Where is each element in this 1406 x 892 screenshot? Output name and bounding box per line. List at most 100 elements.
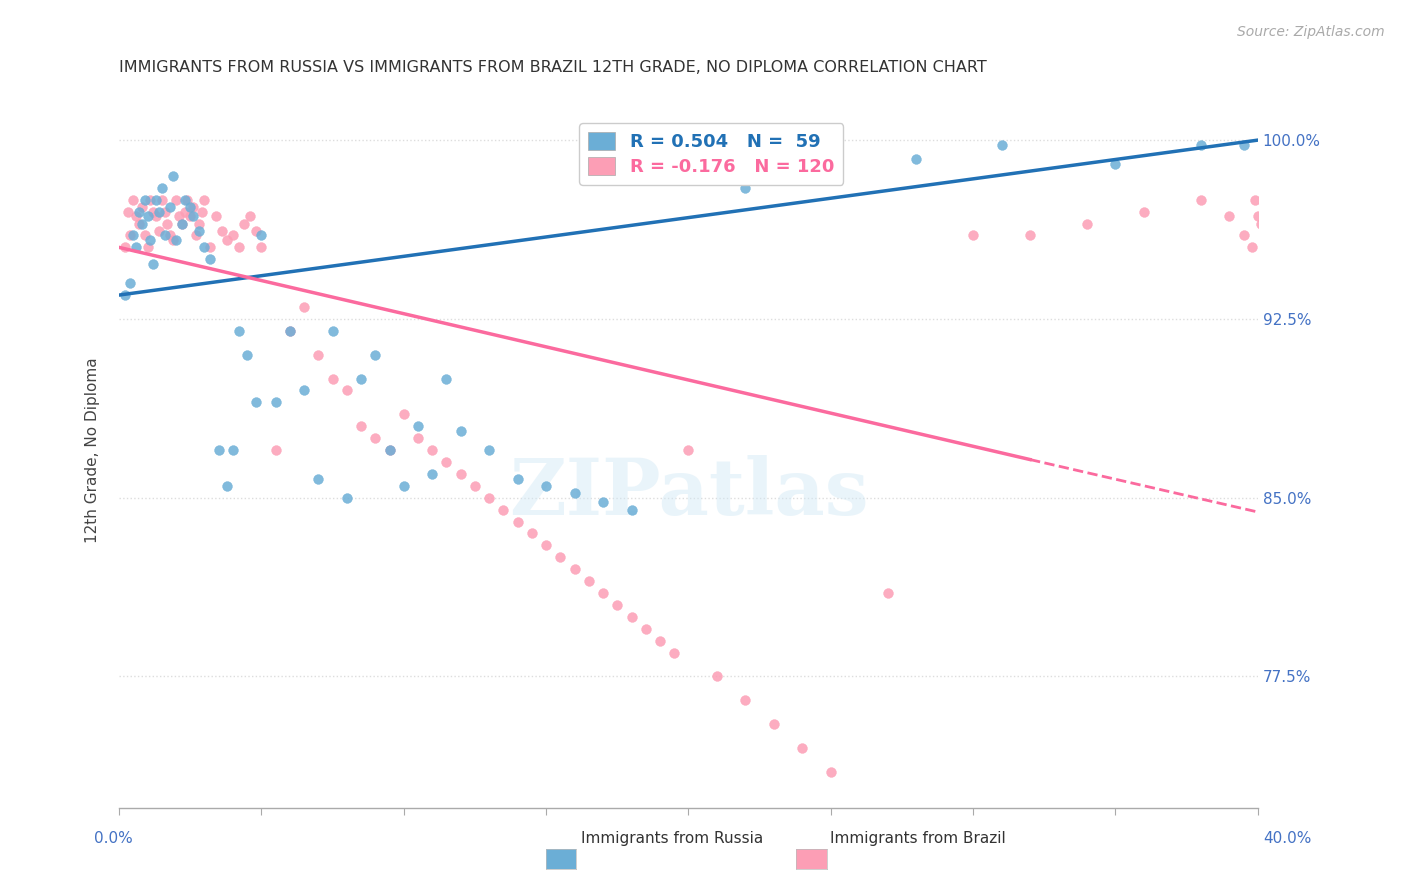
Point [148, 204, 170, 219]
Point [176, 193, 198, 207]
Point [762, 717, 785, 731]
Point [1253, 204, 1275, 219]
Point [1275, 210, 1298, 224]
Point [184, 228, 207, 243]
Point [378, 443, 401, 458]
Point [1278, 228, 1301, 243]
Point [239, 210, 262, 224]
Text: Immigrants from Brazil: Immigrants from Brazil [830, 830, 1005, 846]
Point [1303, 233, 1326, 247]
Point [464, 479, 486, 493]
Point [264, 443, 287, 458]
Point [606, 598, 628, 612]
Point [1267, 204, 1289, 219]
Point [1298, 224, 1320, 238]
Point [222, 228, 245, 243]
Point [250, 240, 273, 254]
Point [117, 204, 139, 219]
Point [1264, 233, 1286, 247]
Point [1329, 233, 1351, 247]
Point [167, 210, 190, 224]
Point [1286, 210, 1309, 224]
Point [420, 467, 443, 481]
Point [181, 210, 204, 224]
Text: Source: ZipAtlas.com: Source: ZipAtlas.com [1237, 25, 1385, 39]
Point [620, 610, 643, 624]
Point [120, 276, 142, 290]
Point [198, 240, 221, 254]
Point [322, 371, 344, 385]
Point [436, 455, 458, 469]
Point [187, 217, 209, 231]
Point [153, 204, 176, 219]
Point [1104, 157, 1126, 171]
Point [1295, 228, 1317, 243]
Text: ZIPatlas: ZIPatlas [509, 455, 869, 531]
Point [181, 200, 204, 214]
Point [173, 204, 195, 219]
Text: 0.0%: 0.0% [94, 830, 134, 846]
Point [173, 193, 195, 207]
Point [734, 181, 756, 195]
Point [122, 193, 145, 207]
Point [228, 240, 250, 254]
Point [120, 228, 142, 243]
Point [193, 240, 215, 254]
Point [506, 472, 529, 486]
Point [134, 228, 156, 243]
Point [1306, 210, 1329, 224]
Point [1218, 210, 1240, 224]
Point [292, 300, 315, 314]
Text: Immigrants from Russia: Immigrants from Russia [581, 830, 763, 846]
Point [990, 137, 1012, 152]
Point [131, 200, 153, 214]
Point [162, 233, 184, 247]
Point [1232, 228, 1254, 243]
Point [131, 217, 153, 231]
Point [1133, 204, 1156, 219]
Point [1258, 228, 1281, 243]
Point [734, 693, 756, 707]
Y-axis label: 12th Grade, No Diploma: 12th Grade, No Diploma [86, 357, 100, 543]
Point [1323, 210, 1346, 224]
Point [179, 200, 201, 214]
Point [179, 210, 201, 224]
Point [1331, 204, 1354, 219]
Point [420, 443, 443, 458]
Point [1232, 137, 1254, 152]
Point [564, 562, 586, 576]
Point [1256, 200, 1278, 214]
Point [364, 348, 387, 362]
Point [350, 419, 373, 434]
Point [1189, 193, 1212, 207]
Point [190, 204, 212, 219]
Point [145, 210, 167, 224]
Point [492, 502, 515, 516]
Point [142, 257, 165, 271]
Point [217, 233, 239, 247]
Point [478, 443, 501, 458]
Point [128, 217, 150, 231]
Point [564, 486, 586, 500]
Point [392, 479, 415, 493]
Point [250, 228, 273, 243]
Point [450, 467, 472, 481]
Point [350, 371, 373, 385]
Point [1244, 193, 1267, 207]
Point [211, 224, 233, 238]
Point [198, 252, 221, 267]
Point [706, 669, 728, 683]
Point [187, 224, 209, 238]
Point [170, 217, 193, 231]
Point [165, 233, 187, 247]
Point [145, 193, 167, 207]
Point [962, 228, 984, 243]
Point [1247, 210, 1270, 224]
Point [208, 443, 231, 458]
Point [478, 491, 501, 505]
Point [165, 193, 187, 207]
Point [1320, 193, 1343, 207]
Point [550, 550, 572, 565]
Point [125, 240, 148, 254]
Point [307, 472, 329, 486]
